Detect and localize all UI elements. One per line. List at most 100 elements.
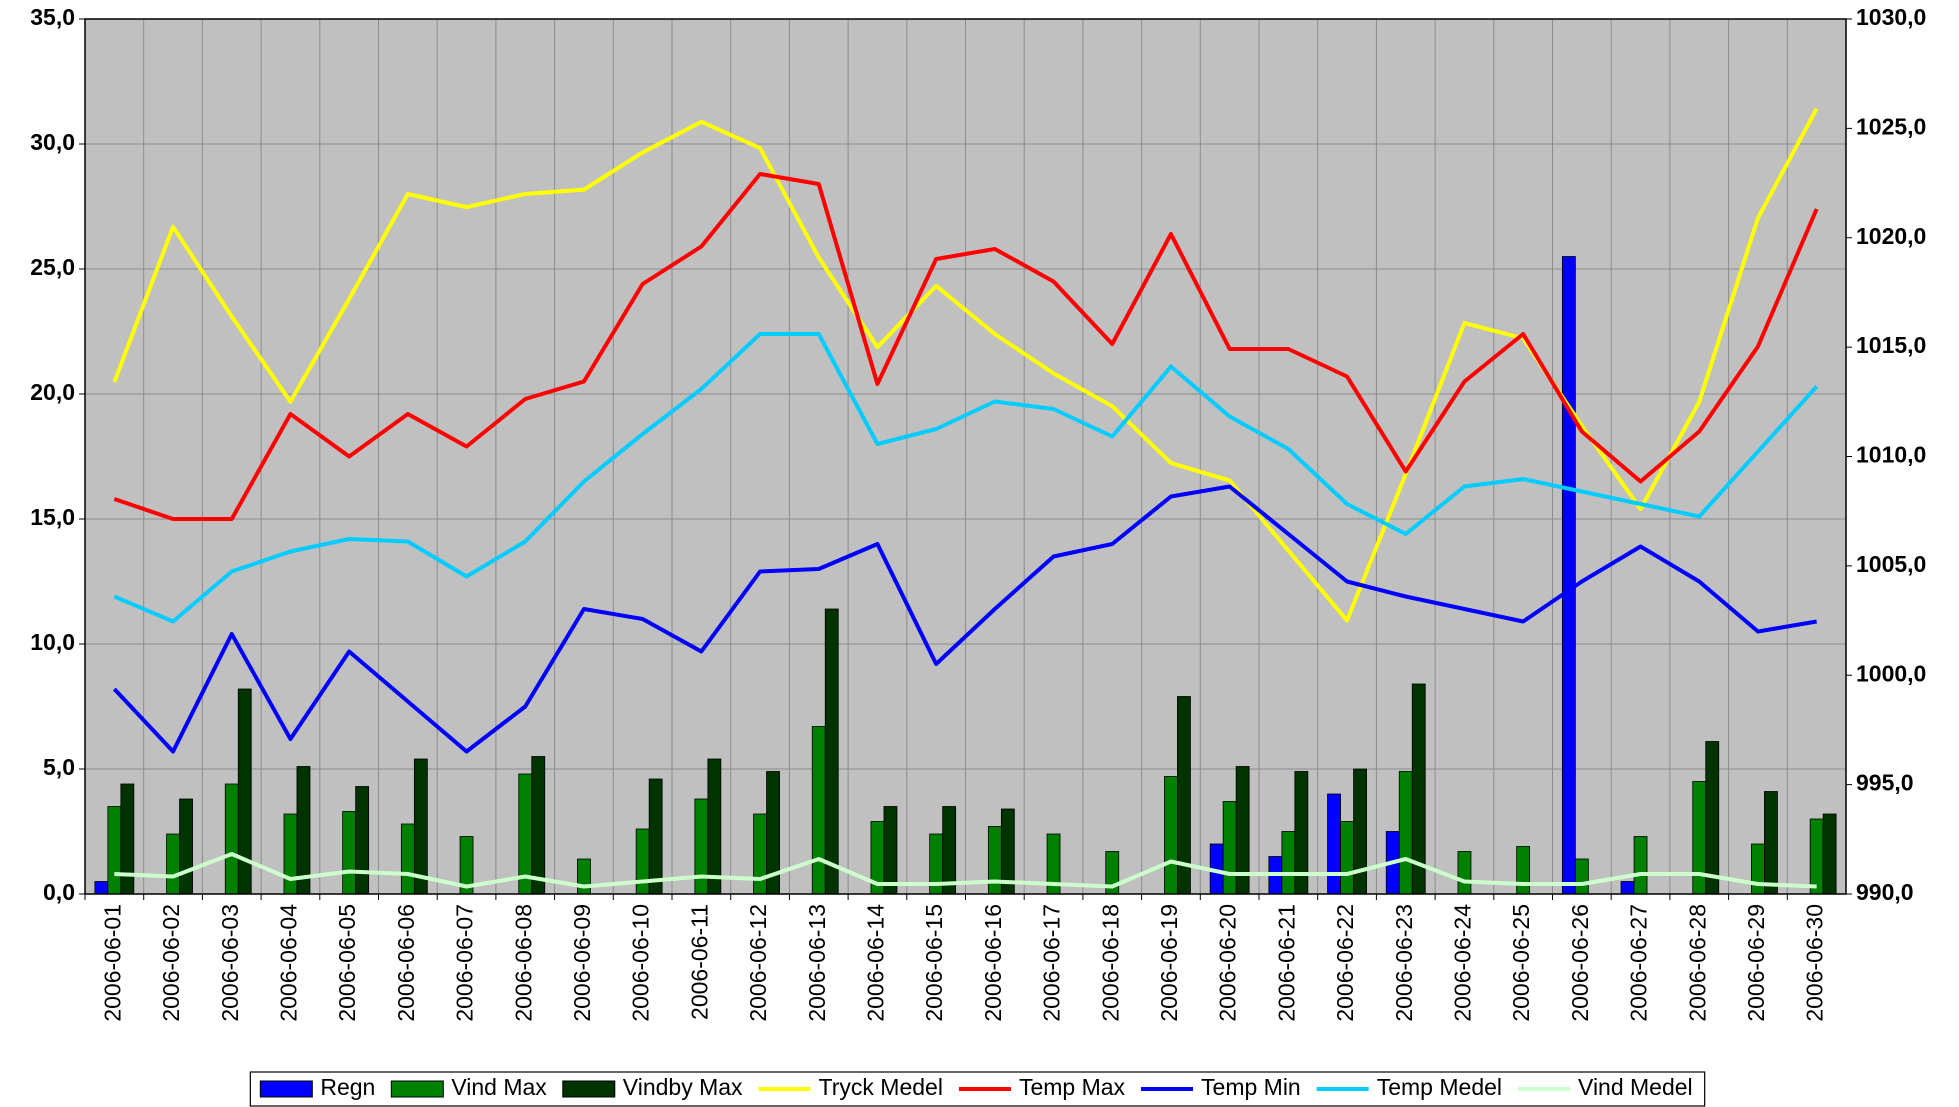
y-tick-label: 30,0	[30, 129, 75, 155]
legend-label: Temp Min	[1201, 1074, 1301, 1100]
bar	[811, 726, 826, 895]
bar	[824, 608, 839, 895]
x-tick-label: 2006-06-27	[1626, 904, 1652, 1022]
bar	[120, 783, 135, 895]
legend-label: Temp Medel	[1377, 1074, 1502, 1100]
bar	[694, 798, 709, 895]
bar	[1516, 846, 1531, 895]
x-tick-label: 2006-06-15	[921, 904, 947, 1022]
x-tick-label: 2006-06-06	[393, 904, 419, 1022]
bar	[1561, 256, 1576, 895]
y-tick-label: 20,0	[30, 379, 75, 405]
bar	[283, 813, 298, 895]
x-tick-label: 2006-06-11	[686, 904, 712, 1020]
x-tick-label: 2006-06-21	[1273, 904, 1299, 1022]
legend-item: Temp Max	[958, 1074, 1126, 1100]
y2-tick-label: 1020,0	[1856, 223, 1926, 249]
bar	[1705, 741, 1720, 895]
x-tick-label: 2006-06-24	[1450, 904, 1476, 1022]
x-tick-label: 2006-06-08	[510, 904, 536, 1022]
y2-tick-label: 1005,0	[1856, 551, 1926, 577]
x-tick-label: 2006-06-26	[1567, 904, 1593, 1022]
bar	[1340, 821, 1354, 895]
bar	[1822, 813, 1837, 895]
bar	[1398, 771, 1413, 895]
bar	[224, 783, 239, 895]
legend-item: Temp Min	[1141, 1074, 1301, 1100]
x-tick-label: 2006-06-20	[1215, 904, 1241, 1022]
x-tick-label: 2006-06-03	[217, 904, 243, 1022]
bar	[1281, 831, 1296, 895]
y2-tick-label: 1010,0	[1856, 442, 1926, 468]
legend-item: Temp Medel	[1316, 1074, 1502, 1100]
bar	[1692, 781, 1707, 895]
x-tick-label: 2006-06-29	[1743, 904, 1769, 1022]
bar	[179, 798, 193, 895]
line	[113, 172, 1819, 521]
x-tick-label: 2006-06-09	[569, 904, 595, 1022]
y2-tick-label: 990,0	[1856, 879, 1914, 905]
legend-swatch	[259, 1080, 313, 1098]
bar	[1809, 818, 1824, 895]
x-tick-label: 2006-06-23	[1391, 904, 1417, 1022]
legend-label: Temp Max	[1019, 1074, 1126, 1100]
x-tick-label: 2006-06-17	[1039, 904, 1065, 1022]
x-tick-label: 2006-06-14	[863, 904, 889, 1022]
bar	[1620, 881, 1635, 895]
x-tick-label: 2006-06-19	[1156, 904, 1182, 1022]
legend-swatch	[390, 1080, 444, 1098]
y2-tick-label: 1025,0	[1856, 113, 1926, 139]
y2-tick-label: 1015,0	[1856, 332, 1926, 358]
bar	[400, 823, 415, 895]
bar	[942, 806, 957, 895]
x-tick-label: 2006-06-07	[452, 904, 478, 1022]
x-tick-label: 2006-06-22	[1332, 904, 1358, 1022]
bar	[1457, 851, 1472, 895]
x-tick-label: 2006-06-04	[276, 904, 302, 1022]
y2-tick-label: 1000,0	[1856, 660, 1926, 686]
bar	[753, 813, 767, 895]
bar	[648, 778, 663, 895]
x-tick-label: 2006-06-12	[745, 904, 771, 1022]
y-tick-label: 10,0	[30, 629, 75, 655]
bar	[1633, 836, 1648, 895]
legend-item: Tryck Medel	[758, 1074, 943, 1100]
bar	[1222, 801, 1237, 895]
bar	[413, 758, 428, 895]
x-tick-label: 2006-06-30	[1802, 904, 1828, 1022]
bar	[1327, 793, 1341, 895]
x-tick-label: 2006-06-18	[1097, 904, 1123, 1022]
x-tick-label: 2006-06-01	[99, 904, 125, 1022]
bar	[1574, 858, 1589, 895]
y-tick-label: 15,0	[30, 504, 75, 530]
bar	[987, 826, 1002, 895]
bar	[94, 881, 109, 895]
legend-label: Vind Medel	[1578, 1074, 1693, 1100]
y2-tick-label: 1030,0	[1856, 4, 1926, 30]
bar	[1353, 768, 1367, 895]
legend-label: Regn	[320, 1074, 375, 1100]
legend-label: Tryck Medel	[819, 1074, 943, 1100]
bar	[1164, 776, 1178, 895]
bar	[342, 811, 357, 895]
bar	[883, 806, 898, 895]
x-tick-label: 2006-06-02	[158, 904, 184, 1022]
bar	[166, 833, 180, 895]
line	[114, 852, 1817, 889]
bar	[707, 758, 722, 895]
legend-item: Vindby Max	[562, 1074, 743, 1100]
bar	[355, 786, 370, 895]
legend: Regn Vind Max Vindby Max Tryck Medel Temp Ma…	[249, 1071, 1706, 1107]
y-tick-label: 0,0	[43, 879, 75, 905]
bar	[1751, 843, 1765, 895]
legend-item: Regn	[259, 1074, 375, 1100]
bar	[577, 858, 591, 895]
legend-item: Vind Max	[390, 1074, 547, 1100]
bar	[107, 806, 122, 895]
legend-item: Vind Medel	[1518, 1074, 1693, 1100]
bar	[531, 756, 546, 895]
x-tick-label: 2006-06-05	[334, 904, 360, 1022]
legend-swatch	[562, 1080, 616, 1098]
x-tick-label: 2006-06-16	[980, 904, 1006, 1022]
